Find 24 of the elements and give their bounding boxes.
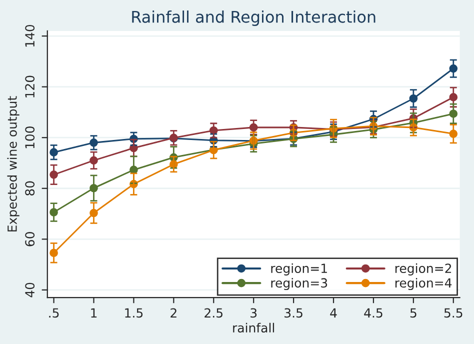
y-tick-label: 140 <box>25 24 35 47</box>
x-tick-label: 4 <box>330 308 337 318</box>
x-tick-label: 5 <box>410 308 416 318</box>
legend-label: region=3 <box>271 278 328 290</box>
legend-label: region=1 <box>271 263 327 276</box>
x-tick-label: 3 <box>250 308 257 318</box>
y-tick-label: 100 <box>25 126 35 148</box>
y-axis-title: Expected wine output <box>7 96 20 232</box>
y-tick-label: 40 <box>25 282 35 298</box>
legend-label: region=2 <box>395 263 452 276</box>
y-tick-label: 60 <box>25 232 35 246</box>
x-tick-label: 2 <box>170 308 176 318</box>
x-tick-label: 1 <box>91 308 97 318</box>
x-axis-title: rainfall <box>233 322 274 333</box>
legend-label: region=4 <box>395 278 452 290</box>
chart-title: Rainfall and Region Interaction <box>132 10 376 26</box>
x-tick-label: 3.5 <box>284 308 302 318</box>
y-tick-label: 80 <box>25 181 35 196</box>
y-tick-label: 120 <box>25 76 35 98</box>
x-tick-label: .5 <box>49 308 59 318</box>
x-tick-label: 2.5 <box>204 308 222 318</box>
x-tick-label: 4.5 <box>364 308 382 318</box>
x-tick-label: 5.5 <box>444 308 462 318</box>
x-tick-label: 1.5 <box>125 308 143 318</box>
